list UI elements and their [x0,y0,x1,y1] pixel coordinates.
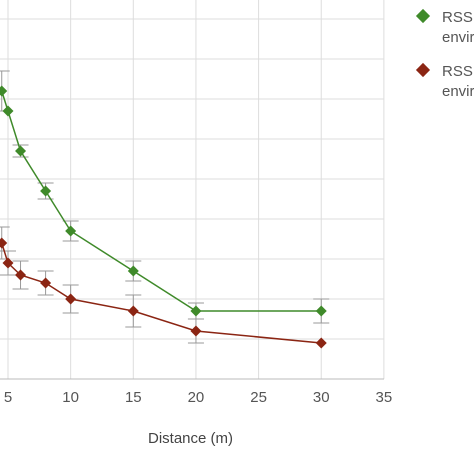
data-point-series-1 [0,85,8,97]
x-tick-label: 25 [250,389,267,406]
data-point-series-1 [315,305,327,317]
legend-label-series-1-line1: RSSI [442,9,474,26]
data-point-series-2 [65,293,77,305]
x-tick-label: 15 [125,389,142,406]
legend-item-series-1: RSSI envir [414,8,474,48]
x-tick-label: 5 [4,389,12,406]
series-line-2 [1,242,322,344]
data-point-series-2 [40,277,52,289]
x-tick-label: 20 [188,389,205,406]
legend-label-series-2-line2: envir [442,83,474,100]
data-point-series-2 [127,305,139,317]
data-point-series-2 [15,269,27,281]
legend-label-series-2-line1: RSSI [442,63,474,80]
x-tick-label: 10 [62,389,79,406]
data-point-series-2 [315,337,327,349]
legend: RSSI envir RSSI envir [414,8,474,116]
legend-item-series-2: RSSI envir [414,62,474,102]
data-point-series-1 [2,105,14,117]
data-point-series-2 [0,237,8,249]
legend-marker-series-2 [415,62,431,78]
data-point-series-1 [127,265,139,277]
data-point-series-1 [15,145,27,157]
x-tick-label: 30 [313,389,330,406]
data-point-series-1 [65,225,77,237]
data-point-series-1 [190,305,202,317]
series-line-1 [1,90,322,312]
x-tick-label: 35 [376,389,393,406]
legend-marker-series-1 [415,8,431,24]
x-axis-label: Distance (m) [148,430,234,447]
data-point-series-2 [2,257,14,269]
data-point-series-2 [190,325,202,337]
data-point-series-1 [40,185,52,197]
legend-label-series-1-line2: envir [442,29,474,46]
